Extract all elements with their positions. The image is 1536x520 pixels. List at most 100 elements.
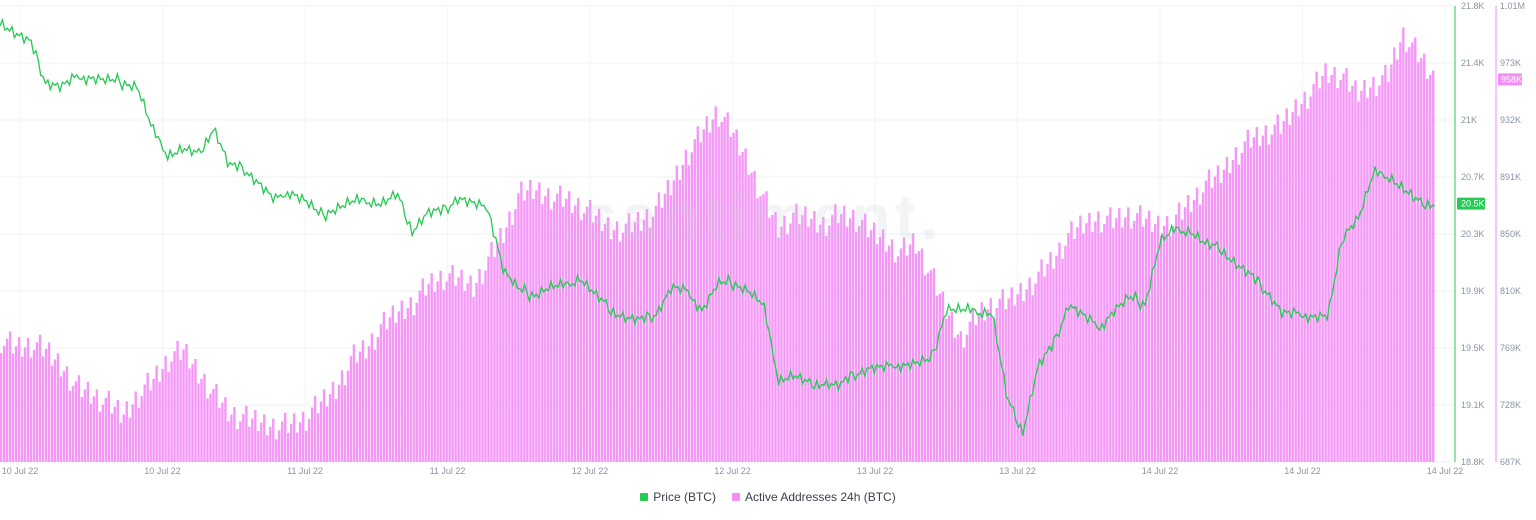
- active-addresses-bar: [493, 257, 496, 462]
- price-current-label: 20.5K: [1461, 199, 1485, 209]
- active-addresses-bar: [32, 349, 36, 462]
- legend-item-price[interactable]: Price (BTC): [640, 490, 716, 504]
- active-addresses-bar: [660, 207, 664, 462]
- active-addresses-bar: [1369, 87, 1372, 462]
- active-addresses-bar: [1070, 221, 1073, 462]
- active-addresses-bar: [1399, 42, 1402, 462]
- active-addresses-bar: [881, 229, 885, 462]
- legend-swatch-active-addresses: [731, 493, 740, 501]
- active-addresses-bar: [1222, 169, 1226, 462]
- active-addresses-bar: [248, 426, 251, 462]
- active-addresses-bar: [1351, 85, 1354, 463]
- active-addresses-bar: [1150, 231, 1154, 462]
- active-addresses-bar: [1088, 212, 1091, 462]
- active-addresses-bar: [828, 225, 831, 462]
- price-tick-label: 18.8K: [1461, 457, 1485, 467]
- active-addresses-bar: [1243, 141, 1247, 463]
- active-addresses-bar: [1390, 64, 1393, 462]
- active-addresses-bar: [699, 142, 702, 463]
- active-addresses-bar: [101, 404, 105, 462]
- active-addresses-bar: [8, 331, 12, 462]
- active-addresses-bar: [1336, 88, 1339, 462]
- active-addresses-bar: [574, 205, 577, 462]
- active-addresses-bar: [230, 414, 233, 462]
- active-addresses-bar: [185, 343, 188, 462]
- active-addresses-bar: [825, 236, 828, 462]
- active-addresses-bar: [1001, 289, 1004, 462]
- active-addresses-bar: [559, 185, 562, 462]
- active-addresses-bar: [1067, 233, 1070, 462]
- active-addresses-bar: [732, 132, 735, 462]
- active-addresses-bar: [553, 201, 556, 462]
- active-addresses-bar: [221, 402, 224, 462]
- x-tick-label: 14 Jul 22: [1284, 466, 1321, 476]
- addresses-current-label: 958K: [1501, 74, 1522, 84]
- active-addresses-bar: [944, 318, 948, 462]
- active-addresses-bar: [753, 170, 756, 463]
- addresses-tick-label: 769K: [1500, 343, 1521, 353]
- active-addresses-bar: [547, 188, 550, 463]
- active-addresses-bar: [38, 334, 42, 462]
- active-addresses-bar: [191, 363, 194, 462]
- active-addresses-bar: [526, 190, 529, 462]
- active-addresses-bar: [275, 439, 278, 462]
- active-addresses-bar: [971, 308, 975, 462]
- active-addresses-bar: [532, 198, 535, 462]
- active-addresses-bar: [875, 244, 879, 462]
- active-addresses-bar: [5, 338, 9, 462]
- active-addresses-bar: [1408, 47, 1411, 462]
- active-addresses-bar: [490, 242, 493, 462]
- active-addresses-bar: [14, 346, 18, 462]
- active-addresses-bar: [328, 394, 332, 462]
- active-addresses-bar: [1414, 37, 1417, 463]
- active-addresses-bar: [1034, 283, 1037, 462]
- active-addresses-bar: [1393, 47, 1396, 463]
- active-addresses-bar: [801, 215, 804, 462]
- active-addresses-bar: [218, 407, 221, 462]
- active-addresses-bar: [2, 345, 6, 462]
- active-addresses-bar: [143, 384, 146, 462]
- active-addresses-bar: [1240, 153, 1244, 462]
- active-addresses-bar: [1321, 75, 1324, 463]
- active-addresses-bar: [684, 149, 688, 462]
- active-addresses-bar: [932, 268, 936, 462]
- active-addresses-bar: [119, 422, 122, 462]
- active-addresses-bar: [227, 421, 230, 462]
- legend-item-active-addresses[interactable]: Active Addresses 24h (BTC): [731, 490, 896, 504]
- active-addresses-bar: [1345, 67, 1348, 463]
- active-addresses-bar: [1306, 108, 1309, 462]
- active-addresses-bar: [529, 179, 532, 462]
- active-addresses-bar: [325, 406, 329, 462]
- active-addresses-bar: [923, 275, 927, 462]
- active-addresses-bar: [1115, 218, 1118, 462]
- active-addresses-bar: [1142, 226, 1145, 462]
- active-addresses-bar: [1384, 64, 1387, 463]
- active-addresses-bar: [690, 152, 693, 462]
- active-addresses-bar: [316, 413, 320, 462]
- active-addresses-bar: [989, 298, 992, 462]
- active-addresses-bar: [472, 296, 475, 462]
- active-addresses-bar: [582, 213, 586, 462]
- active-addresses-bar: [1040, 259, 1043, 462]
- active-addresses-bar: [771, 214, 774, 462]
- active-addresses-bar: [421, 278, 424, 462]
- active-addresses-bar: [358, 351, 362, 462]
- active-addresses-bar: [1426, 78, 1429, 462]
- active-addresses-bar: [478, 269, 481, 462]
- active-addresses-bar: [176, 340, 179, 462]
- active-addresses-bar: [502, 242, 505, 462]
- active-addresses-bar: [484, 270, 487, 462]
- price-line: [0, 17, 1436, 436]
- active-addresses-bar: [1204, 180, 1208, 463]
- active-addresses-bar: [1189, 212, 1193, 462]
- active-addresses-bar: [956, 334, 960, 462]
- addresses-tick-label: 728K: [1500, 400, 1521, 410]
- active-addresses-bar: [242, 413, 245, 462]
- active-addresses-bar: [1312, 84, 1315, 462]
- active-addresses-bar: [158, 381, 161, 462]
- price-tick-label: 19.5K: [1461, 343, 1485, 353]
- active-addresses-bar: [1381, 75, 1384, 463]
- active-addresses-bar: [152, 378, 155, 462]
- active-addresses-bar: [983, 320, 986, 462]
- active-addresses-bar: [612, 230, 616, 462]
